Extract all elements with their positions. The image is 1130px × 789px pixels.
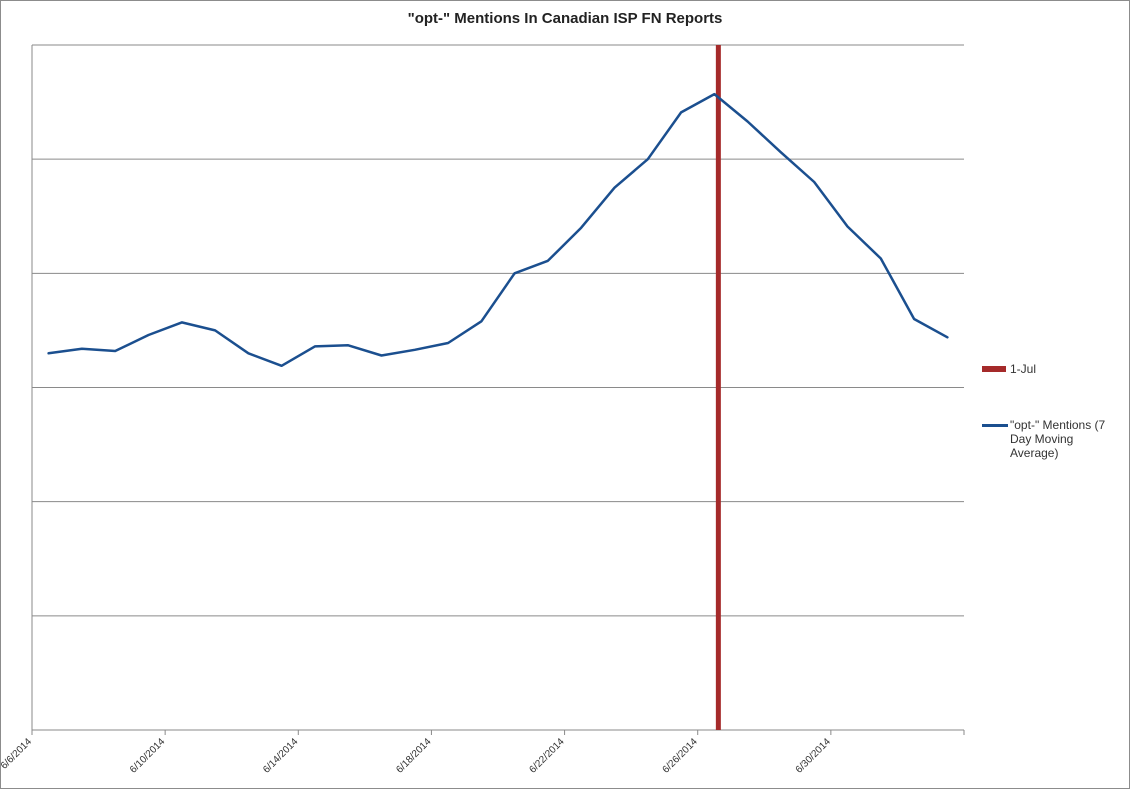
x-tick-label: 6/30/2014 [794, 736, 834, 776]
legend-swatch-series [982, 424, 1008, 427]
x-tick-label: 6/22/2014 [527, 736, 567, 776]
x-tick-label: 6/26/2014 [661, 736, 701, 776]
x-tick-label: 6/18/2014 [394, 736, 434, 776]
x-tick-label: 6/10/2014 [128, 736, 168, 776]
legend-swatch-marker [982, 366, 1006, 372]
chart-title: "opt-" Mentions In Canadian ISP FN Repor… [407, 10, 723, 27]
legend-label-series: "opt-" Mentions (7 Day Moving Average) [1010, 418, 1106, 460]
x-tick-label: 6/6/2014 [0, 736, 34, 772]
legend-label-marker: 1-Jul [1010, 362, 1037, 376]
series-line [47, 92, 949, 368]
x-tick-label: 6/14/2014 [261, 736, 301, 776]
